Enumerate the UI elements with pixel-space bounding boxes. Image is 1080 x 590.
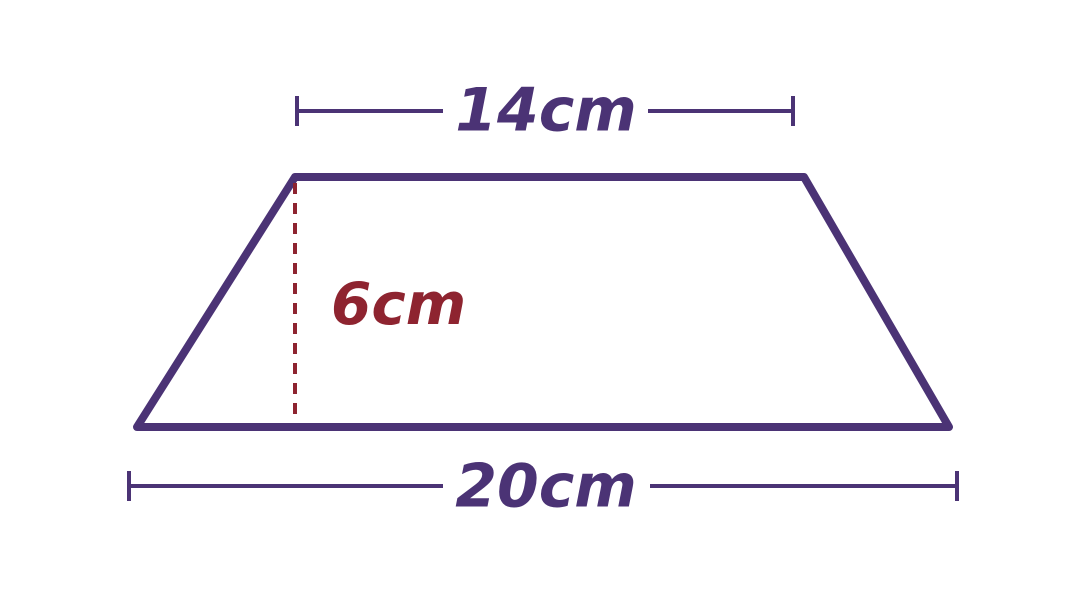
height-label: 6cm bbox=[331, 270, 466, 338]
trapezoid-shape bbox=[133, 173, 953, 431]
top-length-label: 14cm bbox=[455, 76, 637, 146]
top-dimension: 14cm bbox=[295, 76, 795, 146]
bottom-dimension: 20cm bbox=[127, 452, 959, 522]
bottom-length-label: 20cm bbox=[455, 452, 637, 522]
